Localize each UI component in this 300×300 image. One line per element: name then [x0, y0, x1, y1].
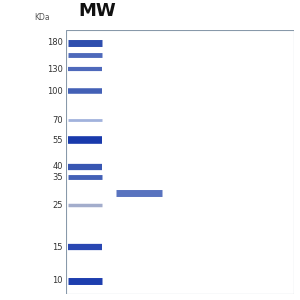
Text: 35: 35 — [52, 173, 63, 182]
Text: 130: 130 — [47, 65, 63, 74]
Bar — [66, 30, 294, 294]
Text: 25: 25 — [52, 201, 63, 210]
Text: 10: 10 — [52, 276, 63, 285]
Text: MW: MW — [78, 2, 116, 20]
Text: 40: 40 — [52, 162, 63, 171]
Text: 70: 70 — [52, 116, 63, 125]
Text: 100: 100 — [47, 87, 63, 96]
Text: 180: 180 — [47, 38, 63, 47]
Text: 55: 55 — [52, 136, 63, 145]
Text: 15: 15 — [52, 243, 63, 252]
Text: KDa: KDa — [34, 14, 50, 22]
